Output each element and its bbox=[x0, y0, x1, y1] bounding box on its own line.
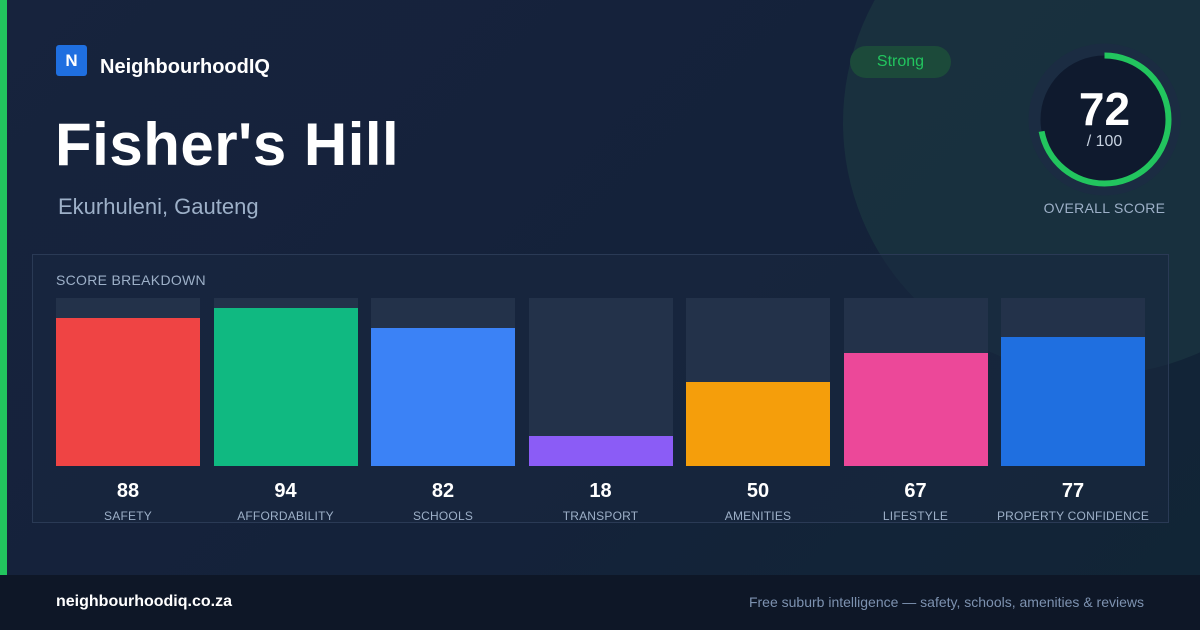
score-bar-fill bbox=[371, 328, 515, 466]
overall-score-max: / 100 bbox=[1086, 133, 1123, 150]
score-bar-fill bbox=[1001, 337, 1145, 466]
score-bar-schools: 82 SCHOOLS bbox=[371, 298, 515, 523]
score-bar-value: 50 bbox=[746, 480, 770, 502]
score-bar-value: 18 bbox=[589, 480, 612, 502]
score-bar-value: 67 bbox=[904, 480, 927, 502]
score-bar-track bbox=[371, 298, 515, 466]
score-bar-value: 88 bbox=[116, 480, 140, 502]
accent-strip bbox=[0, 0, 7, 575]
score-bar-label: PROPERTY CONFIDENCE bbox=[996, 509, 1150, 523]
overall-score-label: OVERALL SCORE bbox=[1043, 200, 1166, 216]
score-bar-fill bbox=[843, 353, 988, 466]
score-bar-fill bbox=[56, 318, 200, 466]
score-bar-label: LIFESTYLE bbox=[882, 509, 949, 523]
score-bar-lifestyle: 67 LIFESTYLE bbox=[843, 298, 988, 523]
score-bar-property-confidence: 77 PROPERTY CONFIDENCE bbox=[997, 298, 1149, 523]
score-bar-affordability: 94 AFFORDABILITY bbox=[213, 298, 358, 523]
rating-badge: Strong bbox=[850, 46, 951, 78]
score-bar-fill bbox=[686, 382, 830, 466]
score-bar-track bbox=[213, 298, 358, 466]
score-bar-value: 94 bbox=[274, 480, 297, 502]
score-bar-value: 82 bbox=[431, 480, 455, 502]
brand-logo-letter: N bbox=[65, 50, 78, 70]
score-bar-track bbox=[56, 298, 200, 466]
brand-logo-icon: N bbox=[56, 45, 87, 76]
score-bar-label: AMENITIES bbox=[724, 509, 792, 523]
score-bar-transport: 18 TRANSPORT bbox=[528, 298, 673, 523]
overall-score-value: 72 bbox=[1078, 83, 1131, 135]
suburb-title: Fisher's Hill bbox=[55, 111, 400, 178]
suburb-region: Ekurhuleni, Gauteng bbox=[58, 194, 259, 219]
score-ring-progress bbox=[1037, 52, 1172, 187]
overall-score-ring bbox=[1028, 43, 1181, 196]
rating-badge-label: Strong bbox=[876, 53, 925, 70]
score-bar-label: SCHOOLS bbox=[412, 509, 474, 523]
score-bar-track bbox=[686, 298, 830, 466]
score-bar-label: AFFORDABILITY bbox=[237, 509, 334, 523]
footer-bar bbox=[0, 575, 1200, 630]
score-bar-fill bbox=[213, 308, 358, 466]
score-bar-track bbox=[528, 298, 673, 466]
score-bar-track bbox=[843, 298, 988, 466]
score-bar-value: 77 bbox=[1061, 480, 1085, 502]
score-bar-label: TRANSPORT bbox=[562, 509, 639, 523]
footer-domain: neighbourhoodiq.co.za bbox=[56, 593, 232, 610]
score-bar-amenities: 50 AMENITIES bbox=[686, 298, 830, 523]
footer-tagline: Free suburb intelligence — safety, schoo… bbox=[748, 594, 1144, 610]
score-bar-track bbox=[1001, 298, 1145, 466]
brand-name: NeighbourhoodIQ bbox=[100, 56, 270, 78]
score-bar-fill bbox=[528, 436, 673, 466]
score-bar-safety: 88 SAFETY bbox=[56, 298, 200, 523]
score-breakdown-title: SCORE BREAKDOWN bbox=[56, 272, 206, 288]
score-bar-label: SAFETY bbox=[104, 509, 152, 523]
